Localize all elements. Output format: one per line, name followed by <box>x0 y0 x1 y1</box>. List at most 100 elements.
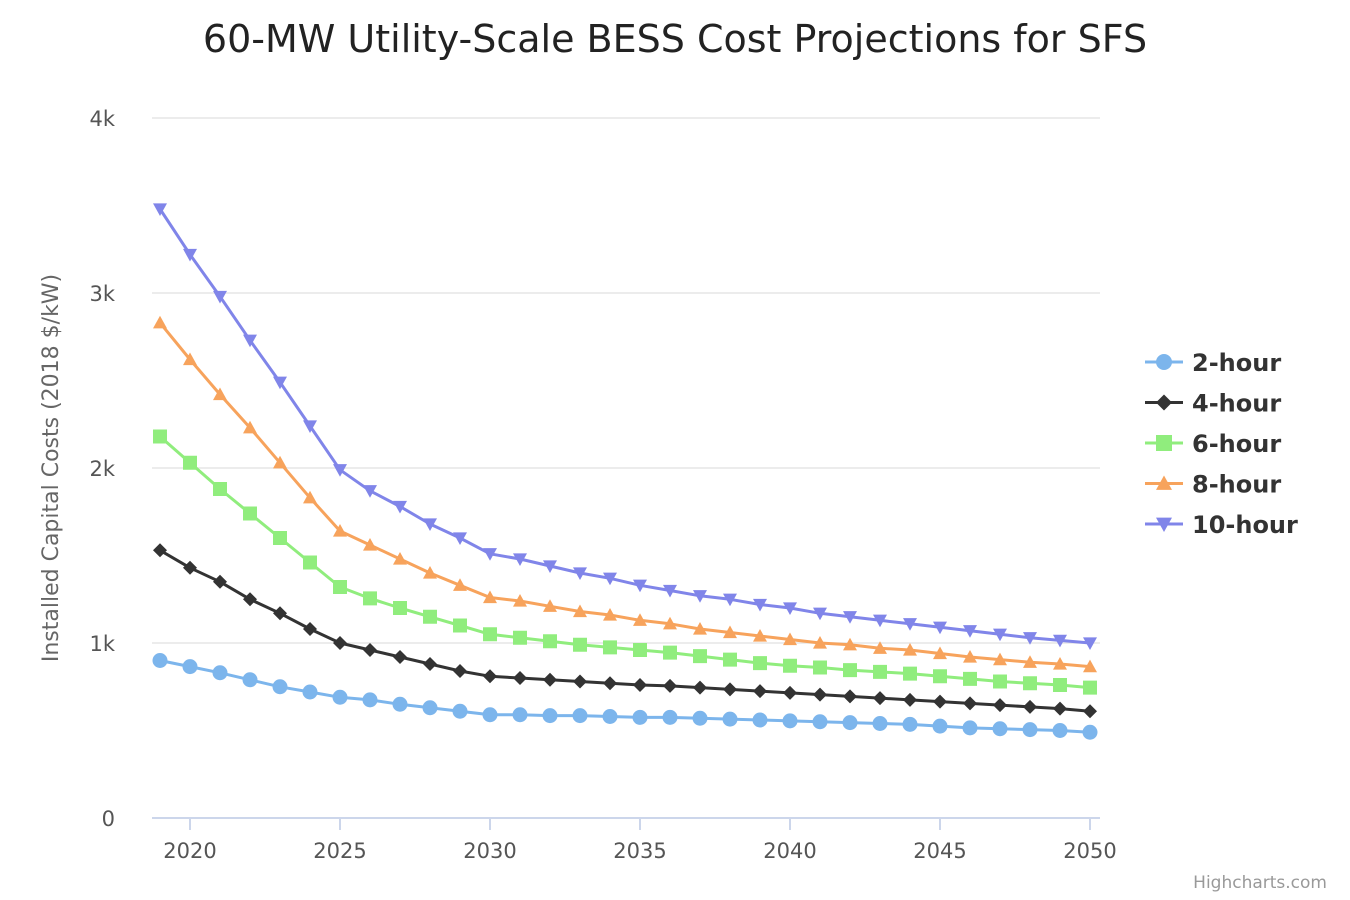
data-point-8-hour[interactable] <box>693 622 707 635</box>
data-point-4-hour[interactable] <box>183 560 197 575</box>
data-point-6-hour[interactable] <box>213 482 227 496</box>
data-point-6-hour[interactable] <box>303 555 317 570</box>
data-point-2-hour[interactable] <box>1082 724 1098 740</box>
data-point-6-hour[interactable] <box>573 637 587 652</box>
data-point-6-hour[interactable] <box>453 618 467 633</box>
data-point-4-hour[interactable] <box>813 687 827 702</box>
data-point-10-hour[interactable] <box>363 485 377 498</box>
data-point-10-hour[interactable] <box>873 614 887 628</box>
legend-item-10-hour[interactable]: 10-hour <box>1145 511 1298 539</box>
data-point-6-hour[interactable] <box>483 627 497 642</box>
data-point-4-hour[interactable] <box>933 694 947 709</box>
data-point-8-hour[interactable] <box>213 387 227 401</box>
data-point-10-hour[interactable] <box>393 500 407 514</box>
data-point-8-hour[interactable] <box>243 420 257 434</box>
data-point-10-hour[interactable] <box>783 602 797 615</box>
data-point-8-hour[interactable] <box>1083 659 1097 673</box>
data-point-2-hour[interactable] <box>242 672 258 688</box>
data-point-2-hour[interactable] <box>512 707 528 723</box>
data-point-4-hour[interactable] <box>993 698 1007 713</box>
legend-item-4-hour[interactable]: 4-hour <box>1145 390 1281 418</box>
data-point-4-hour[interactable] <box>363 643 377 657</box>
data-point-4-hour[interactable] <box>1023 699 1037 714</box>
data-point-10-hour[interactable] <box>843 611 857 624</box>
data-point-8-hour[interactable] <box>633 613 647 626</box>
data-point-2-hour[interactable] <box>1022 722 1038 738</box>
data-point-6-hour[interactable] <box>1083 680 1097 695</box>
data-point-4-hour[interactable] <box>963 696 977 711</box>
data-point-2-hour[interactable] <box>362 692 378 708</box>
data-point-4-hour[interactable] <box>243 592 257 607</box>
legend-item-2-hour[interactable]: 2-hour <box>1145 349 1281 377</box>
data-point-4-hour[interactable] <box>783 685 797 700</box>
legend-item-8-hour[interactable]: 8-hour <box>1145 471 1281 499</box>
data-point-6-hour[interactable] <box>933 669 947 684</box>
data-point-6-hour[interactable] <box>393 601 407 615</box>
data-point-4-hour[interactable] <box>873 691 887 706</box>
data-point-10-hour[interactable] <box>513 553 527 566</box>
data-point-10-hour[interactable] <box>483 548 497 561</box>
data-point-6-hour[interactable] <box>873 664 887 679</box>
data-point-8-hour[interactable] <box>873 641 887 654</box>
data-point-10-hour[interactable] <box>633 579 647 593</box>
data-point-8-hour[interactable] <box>723 625 737 639</box>
data-point-4-hour[interactable] <box>273 606 287 621</box>
data-point-8-hour[interactable] <box>1023 655 1037 668</box>
data-point-8-hour[interactable] <box>903 643 917 656</box>
data-point-6-hour[interactable] <box>723 652 737 667</box>
data-point-2-hour[interactable] <box>332 689 348 705</box>
data-point-10-hour[interactable] <box>333 464 347 477</box>
data-point-8-hour[interactable] <box>603 608 617 621</box>
data-point-6-hour[interactable] <box>633 643 647 657</box>
data-point-8-hour[interactable] <box>273 455 287 469</box>
data-point-8-hour[interactable] <box>813 636 827 649</box>
data-point-8-hour[interactable] <box>543 599 557 612</box>
data-point-6-hour[interactable] <box>423 609 437 624</box>
data-point-6-hour[interactable] <box>543 634 557 649</box>
data-point-10-hour[interactable] <box>303 420 317 433</box>
data-point-6-hour[interactable] <box>813 660 827 675</box>
data-point-10-hour[interactable] <box>243 334 257 348</box>
data-point-8-hour[interactable] <box>303 490 317 504</box>
data-point-2-hour[interactable] <box>842 715 858 731</box>
data-point-10-hour[interactable] <box>693 590 707 603</box>
data-point-6-hour[interactable] <box>1053 678 1067 692</box>
data-point-4-hour[interactable] <box>213 574 227 589</box>
data-point-6-hour[interactable] <box>363 591 377 606</box>
data-point-10-hour[interactable] <box>153 203 167 216</box>
data-point-6-hour[interactable] <box>603 640 617 655</box>
data-point-8-hour[interactable] <box>1053 657 1067 670</box>
data-point-6-hour[interactable] <box>753 656 767 671</box>
data-point-2-hour[interactable] <box>542 708 558 724</box>
data-point-2-hour[interactable] <box>452 703 468 719</box>
data-point-10-hour[interactable] <box>1083 637 1097 650</box>
data-point-4-hour[interactable] <box>843 689 857 704</box>
data-point-2-hour[interactable] <box>572 708 588 724</box>
data-point-2-hour[interactable] <box>422 700 438 716</box>
data-point-4-hour[interactable] <box>693 680 707 695</box>
data-point-8-hour[interactable] <box>483 590 497 604</box>
data-point-8-hour[interactable] <box>753 629 767 642</box>
data-point-6-hour[interactable] <box>183 455 197 470</box>
data-point-4-hour[interactable] <box>663 678 677 693</box>
data-point-2-hour[interactable] <box>962 720 978 736</box>
data-point-10-hour[interactable] <box>903 618 917 631</box>
credit-text[interactable]: Highcharts.com <box>1193 873 1327 893</box>
data-point-4-hour[interactable] <box>1083 704 1097 719</box>
data-point-4-hour[interactable] <box>573 674 587 689</box>
data-point-6-hour[interactable] <box>273 531 287 545</box>
data-point-4-hour[interactable] <box>483 669 497 684</box>
data-point-2-hour[interactable] <box>632 709 648 725</box>
data-point-6-hour[interactable] <box>963 671 977 686</box>
data-point-8-hour[interactable] <box>933 646 947 660</box>
data-point-8-hour[interactable] <box>843 637 857 651</box>
data-point-10-hour[interactable] <box>933 621 947 635</box>
data-point-6-hour[interactable] <box>903 666 917 681</box>
data-point-4-hour[interactable] <box>153 543 167 558</box>
data-point-2-hour[interactable] <box>722 711 738 727</box>
data-point-8-hour[interactable] <box>573 604 587 618</box>
data-point-8-hour[interactable] <box>663 616 677 630</box>
data-point-6-hour[interactable] <box>333 580 347 594</box>
data-point-8-hour[interactable] <box>783 632 797 646</box>
data-point-10-hour[interactable] <box>183 248 197 262</box>
